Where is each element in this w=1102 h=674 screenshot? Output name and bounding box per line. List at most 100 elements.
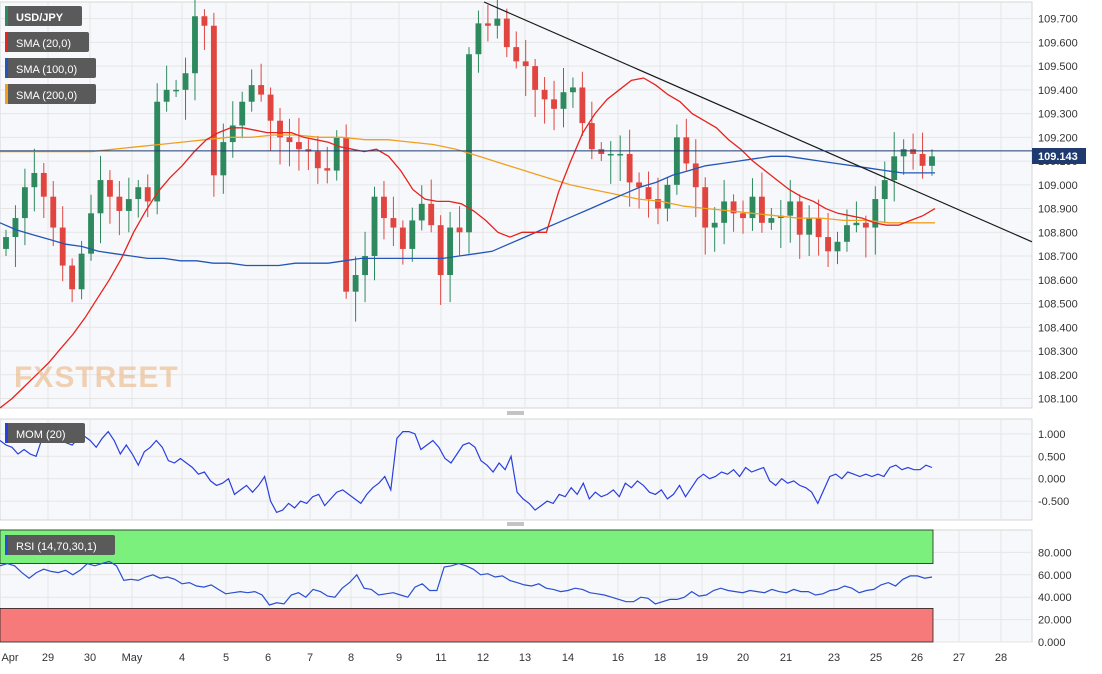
price-y-tick-label: 108.100 — [1038, 394, 1078, 406]
candle-body — [418, 203, 425, 221]
candle-body — [900, 149, 907, 157]
x-tick-label: May — [122, 652, 143, 664]
x-tick-label: 12 — [477, 652, 489, 664]
candle-body — [702, 187, 709, 228]
legend-usdjpy[interactable]: USD/JPY — [5, 6, 82, 26]
candle-body — [154, 101, 161, 202]
axes-layer: Apr 29 30 May 4 5 6 7 8 9 11 12 13 14 16 18 19 20 21 23 25 26… — [1, 14, 1077, 664]
x-tick-label: 11 — [435, 652, 446, 664]
sma200-line — [0, 134, 935, 224]
candle-body — [88, 213, 94, 254]
candle-body — [825, 237, 831, 252]
candle-body — [50, 196, 57, 228]
candle-body — [40, 172, 47, 197]
candle-body — [201, 16, 208, 26]
rsi-y-tick-label: 0.000 — [1038, 637, 1066, 649]
candle-body — [522, 61, 529, 67]
price-y-tick-label: 108.300 — [1038, 346, 1078, 358]
candle-body — [768, 218, 775, 223]
momentum-panel — [0, 418, 1033, 521]
rsi-overbought-zone — [0, 529, 934, 564]
price-y-tick-label: 109.400 — [1038, 85, 1078, 97]
candle-body — [210, 25, 217, 176]
x-tick-label: 18 — [654, 652, 666, 664]
candle-body — [78, 253, 85, 290]
candle-body — [494, 18, 501, 26]
candle-body — [447, 227, 454, 276]
candle-body — [399, 227, 406, 249]
x-tick-label: 28 — [995, 652, 1007, 664]
candle-body — [125, 199, 132, 211]
price-y-tick-label: 109.500 — [1038, 61, 1078, 73]
candle-body — [343, 137, 350, 292]
x-tick-label: 9 — [396, 652, 402, 664]
candles — [3, 0, 935, 322]
candle-body — [598, 149, 605, 154]
momentum-y-tick-label: 1.000 — [1038, 429, 1066, 441]
legend-momentum[interactable]: MOM (20) — [5, 423, 85, 443]
candle-body — [834, 241, 841, 252]
price-y-tick-label: 109.300 — [1038, 109, 1078, 121]
momentum-y-tick-label: 0.500 — [1038, 451, 1066, 463]
candle-body — [239, 101, 246, 126]
candle-body — [107, 180, 113, 197]
candle-body — [919, 153, 926, 166]
legend: USD/JPY SMA (20,0) SMA (100,0) SMA (200,… — [5, 6, 115, 555]
x-tick-label: 7 — [307, 652, 313, 664]
rsi-oversold-zone — [0, 608, 934, 643]
candle-body — [655, 199, 661, 209]
candle-body — [730, 201, 737, 214]
candle-body — [3, 237, 9, 249]
candle-body — [607, 153, 614, 156]
legend-sma100[interactable]: SMA (100,0) — [5, 58, 96, 78]
candle-body — [579, 87, 586, 124]
x-tick-label: 29 — [42, 652, 54, 664]
candle-body — [815, 218, 822, 238]
candle-body — [248, 85, 255, 102]
panel-resize-handle[interactable] — [507, 522, 524, 526]
x-tick-label: 30 — [84, 652, 96, 664]
legend-usdjpy-label: USD/JPY — [16, 12, 64, 24]
candle-body — [588, 123, 595, 150]
x-tick-label: 4 — [179, 652, 185, 664]
rsi-layer — [0, 529, 934, 643]
candle-body — [787, 201, 794, 216]
candle-body — [173, 89, 180, 92]
candle-body — [711, 222, 718, 228]
candle-body — [645, 187, 652, 200]
x-tick-label: 27 — [953, 652, 965, 664]
panel-resize-handle[interactable] — [507, 411, 524, 415]
candle-body — [740, 213, 746, 219]
candle-body — [570, 87, 576, 93]
trend-line — [483, 1, 1033, 243]
candle-body — [636, 182, 643, 188]
current-price-label: 109.143 — [1038, 151, 1078, 163]
x-tick-label: 23 — [828, 652, 840, 664]
price-y-tick-label: 108.700 — [1038, 251, 1078, 263]
candle-body — [267, 94, 274, 121]
legend-sma20[interactable]: SMA (20,0) — [5, 32, 89, 52]
legend-sma200[interactable]: SMA (200,0) — [5, 84, 96, 104]
x-tick-label: 6 — [265, 652, 271, 664]
candle-body — [853, 222, 860, 226]
x-tick-label: 21 — [780, 652, 792, 664]
candle-body — [286, 137, 293, 143]
x-tick-label: Apr — [1, 652, 18, 664]
candle-body — [844, 225, 850, 242]
legend-rsi[interactable]: RSI (14,70,30,1) — [5, 535, 115, 555]
candle-body — [749, 196, 756, 219]
legend-rsi-label: RSI (14,70,30,1) — [16, 541, 97, 553]
x-tick-label: 20 — [737, 652, 749, 664]
candle-body — [466, 54, 472, 233]
candle-body — [163, 89, 170, 102]
candle-body — [437, 225, 444, 276]
rsi-y-tick-label: 60.000 — [1038, 570, 1072, 582]
candle-body — [541, 89, 548, 100]
candle-body — [352, 275, 359, 292]
candle-body — [333, 137, 340, 171]
legend-sma200-label: SMA (200,0) — [16, 90, 77, 102]
fxstreet-watermark: FXSTREET — [14, 361, 179, 394]
sma100-line — [0, 155, 935, 267]
candle-body — [929, 156, 935, 166]
momentum-y-tick-label: -0.500 — [1038, 496, 1069, 508]
